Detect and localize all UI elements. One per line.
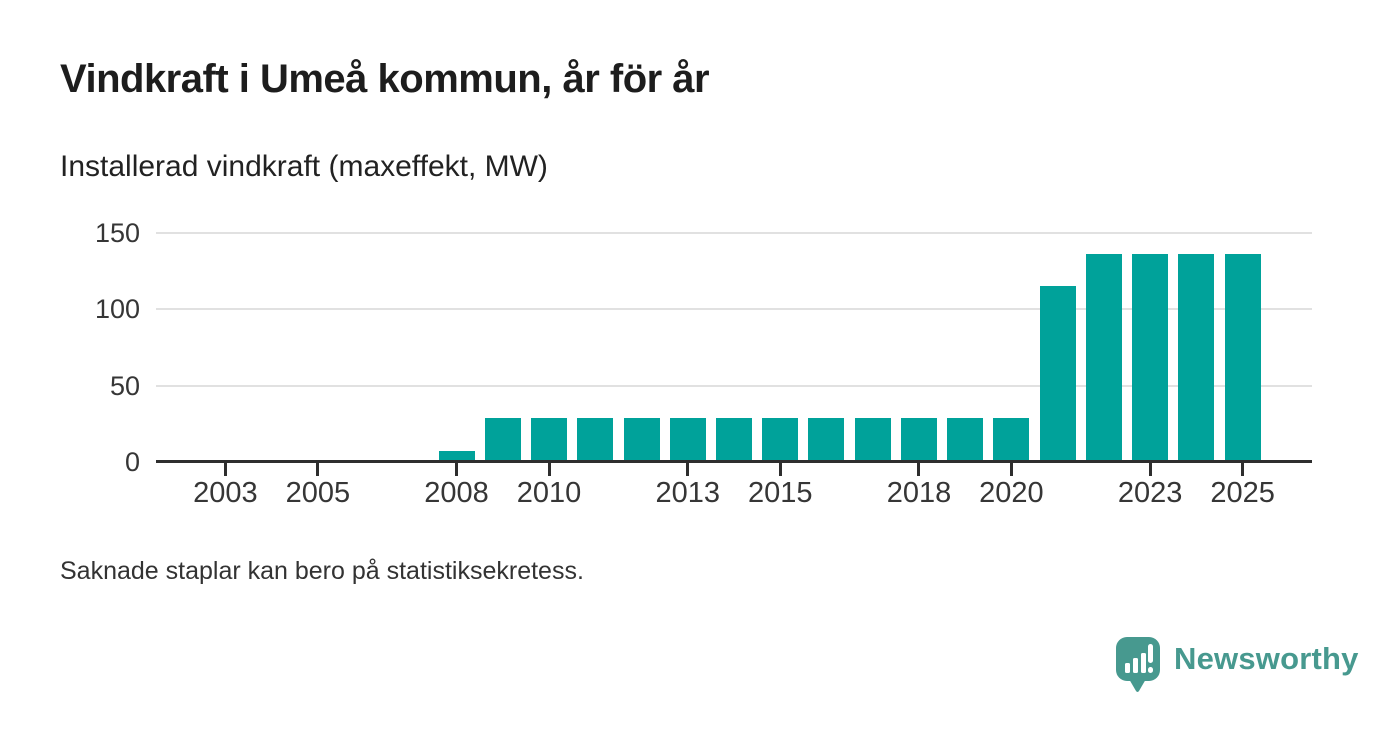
x-axis-tick-2010 <box>547 463 551 476</box>
y-axis-label-150: 150 <box>94 218 140 248</box>
newsworthy-logo: Newsworthy <box>1115 636 1359 694</box>
bar-2017 <box>854 417 891 462</box>
x-axis-tick-2005 <box>316 463 320 476</box>
x-axis-tick-2003 <box>223 463 227 476</box>
chart-title: Vindkraft i Umeå kommun, år för år <box>60 57 710 101</box>
bar-2022 <box>1085 254 1122 462</box>
bar-2015 <box>762 417 799 462</box>
x-axis-label-2015: 2015 <box>747 477 813 509</box>
x-axis-label-2010: 2010 <box>516 477 582 509</box>
y-axis-label-0: 0 <box>124 447 140 477</box>
bar-2010 <box>531 417 568 462</box>
x-axis-tick-2013 <box>686 463 690 476</box>
bar-2024 <box>1178 254 1215 462</box>
chart-subtitle: Installerad vindkraft (maxeffekt, MW) <box>60 150 548 183</box>
x-axis-label-2005: 2005 <box>285 477 351 509</box>
bar-2014 <box>716 417 752 462</box>
bar-2013 <box>669 417 706 462</box>
x-axis-label-2020: 2020 <box>979 477 1044 509</box>
bar-2025 <box>1224 254 1261 462</box>
x-axis-label-2003: 2003 <box>193 477 258 509</box>
bar-2021 <box>1039 286 1076 462</box>
bar-2011 <box>577 417 614 462</box>
bar-2020 <box>993 417 1030 462</box>
bar-2009 <box>484 417 521 462</box>
x-axis-tick-2020 <box>1009 463 1013 476</box>
bar-2023 <box>1132 254 1169 462</box>
x-axis-line <box>156 460 1312 463</box>
x-axis-tick-2025 <box>1241 463 1245 476</box>
bar-2018 <box>900 417 937 462</box>
bar-2008 <box>438 451 475 462</box>
gridline-50 <box>156 384 1312 387</box>
x-axis-tick-2008 <box>455 463 459 476</box>
x-axis-tick-2015 <box>778 463 782 476</box>
bar-2012 <box>623 417 660 462</box>
y-axis-label-100: 100 <box>94 294 140 325</box>
gridline-100 <box>156 308 1312 311</box>
footnote: Saknade staplar kan bero på statistiksek… <box>60 557 584 585</box>
x-axis-label-2023: 2023 <box>1117 477 1183 509</box>
x-axis-tick-2018 <box>917 463 921 476</box>
bar-2016 <box>808 417 845 462</box>
bar-2019 <box>947 417 984 462</box>
y-axis-label-50: 50 <box>109 370 140 401</box>
gridline-150 <box>156 232 1312 234</box>
x-axis-label-2025: 2025 <box>1210 477 1275 509</box>
x-axis-label-2013: 2013 <box>655 477 720 509</box>
x-axis-label-2018: 2018 <box>886 477 952 509</box>
newsworthy-logo-icon <box>1116 637 1160 692</box>
x-axis-label-2008: 2008 <box>424 477 489 509</box>
x-axis-tick-2023 <box>1148 463 1152 476</box>
newsworthy-logo-text: Newsworthy <box>1174 641 1359 676</box>
